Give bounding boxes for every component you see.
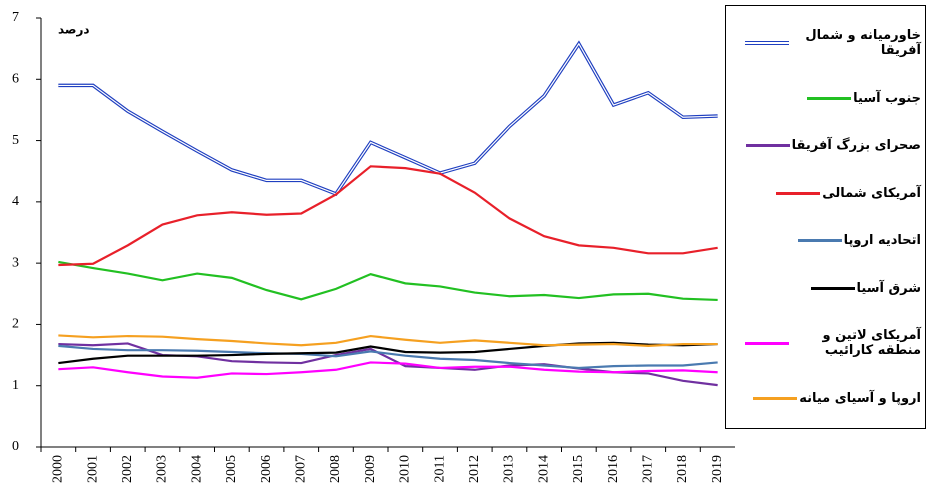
- legend-label: جنوب آسیا: [853, 91, 921, 106]
- x-tick-label: 2017: [640, 455, 655, 483]
- legend-label: صحرای بزرگ آفریقا: [792, 138, 921, 153]
- legend-label: آمریکای لاتین و منطقه کارائیب: [791, 328, 921, 358]
- y-tick-label: 0: [12, 439, 19, 454]
- y-tick-label: 2: [12, 317, 19, 332]
- legend-swatch: [745, 342, 789, 345]
- legend-entry: جنوب آسیا: [730, 91, 921, 106]
- legend-label: اتحادیه اروپا: [844, 233, 921, 248]
- legend-entry: اتحادیه اروپا: [730, 233, 921, 248]
- legend: خاورمیانه و شمال آفریقا جنوب آسیا صحرای بز…: [725, 5, 926, 429]
- x-tick-label: 2006: [259, 455, 274, 483]
- x-tick-label: 2004: [189, 455, 204, 483]
- x-tick-label: 2003: [155, 455, 170, 483]
- x-tick-label: 2009: [363, 455, 378, 483]
- legend-entry: شرق آسیا: [730, 281, 921, 296]
- x-tick-label: 2014: [536, 455, 551, 483]
- series-line: [58, 262, 717, 300]
- legend-entry: آمریکای لاتین و منطقه کارائیب: [730, 328, 921, 358]
- legend-swatch: [753, 397, 797, 400]
- legend-label: شرق آسیا: [857, 281, 921, 296]
- series-line: [58, 44, 717, 194]
- x-tick-label: 2011: [432, 455, 447, 482]
- legend-swatch: [776, 192, 820, 195]
- legend-swatch: [798, 239, 842, 242]
- y-tick-label: 1: [12, 378, 19, 393]
- legend-label: اروپا و آسیای میانه: [799, 391, 921, 406]
- x-tick-label: 2012: [467, 455, 482, 483]
- series-line: [58, 335, 717, 345]
- x-tick-label: 2000: [51, 455, 66, 483]
- x-tick-label: 2018: [675, 455, 690, 483]
- legend-label: خاورمیانه و شمال آفریقا: [791, 28, 921, 58]
- x-tick-label: 2002: [120, 455, 135, 483]
- legend-entry: اروپا و آسیای میانه: [730, 391, 921, 406]
- x-tick-label: 2010: [398, 455, 413, 483]
- x-tick-label: 2008: [328, 455, 343, 483]
- legend-label: آمریکای شمالی: [822, 186, 921, 201]
- x-tick-label: 2001: [85, 455, 100, 483]
- series-line-inner: [58, 44, 717, 194]
- x-tick-label: 2007: [293, 455, 308, 483]
- x-tick-label: 2005: [224, 455, 239, 483]
- legend-swatch: [807, 97, 851, 100]
- x-tick-label: 2016: [606, 455, 621, 483]
- y-tick-label: 7: [12, 10, 19, 25]
- y-axis-label: درصد: [58, 23, 90, 37]
- legend-entry: آمریکای شمالی: [730, 186, 921, 201]
- page: {"chart_data": {"type": "line", "y_label…: [0, 0, 928, 497]
- series-line: [58, 166, 717, 265]
- series-line: [58, 362, 717, 377]
- legend-entry: صحرای بزرگ آفریقا: [730, 138, 921, 153]
- x-tick-label: 2013: [502, 455, 517, 483]
- legend-swatch: [745, 41, 789, 45]
- legend-swatch: [811, 287, 855, 290]
- legend-swatch: [746, 144, 790, 147]
- legend-entry: خاورمیانه و شمال آفریقا: [730, 28, 921, 58]
- x-tick-label: 2019: [710, 455, 725, 483]
- y-tick-label: 6: [12, 72, 19, 87]
- x-tick-label: 2015: [571, 455, 586, 483]
- y-tick-label: 4: [12, 194, 19, 209]
- y-tick-label: 3: [12, 255, 19, 270]
- y-tick-label: 5: [12, 133, 19, 148]
